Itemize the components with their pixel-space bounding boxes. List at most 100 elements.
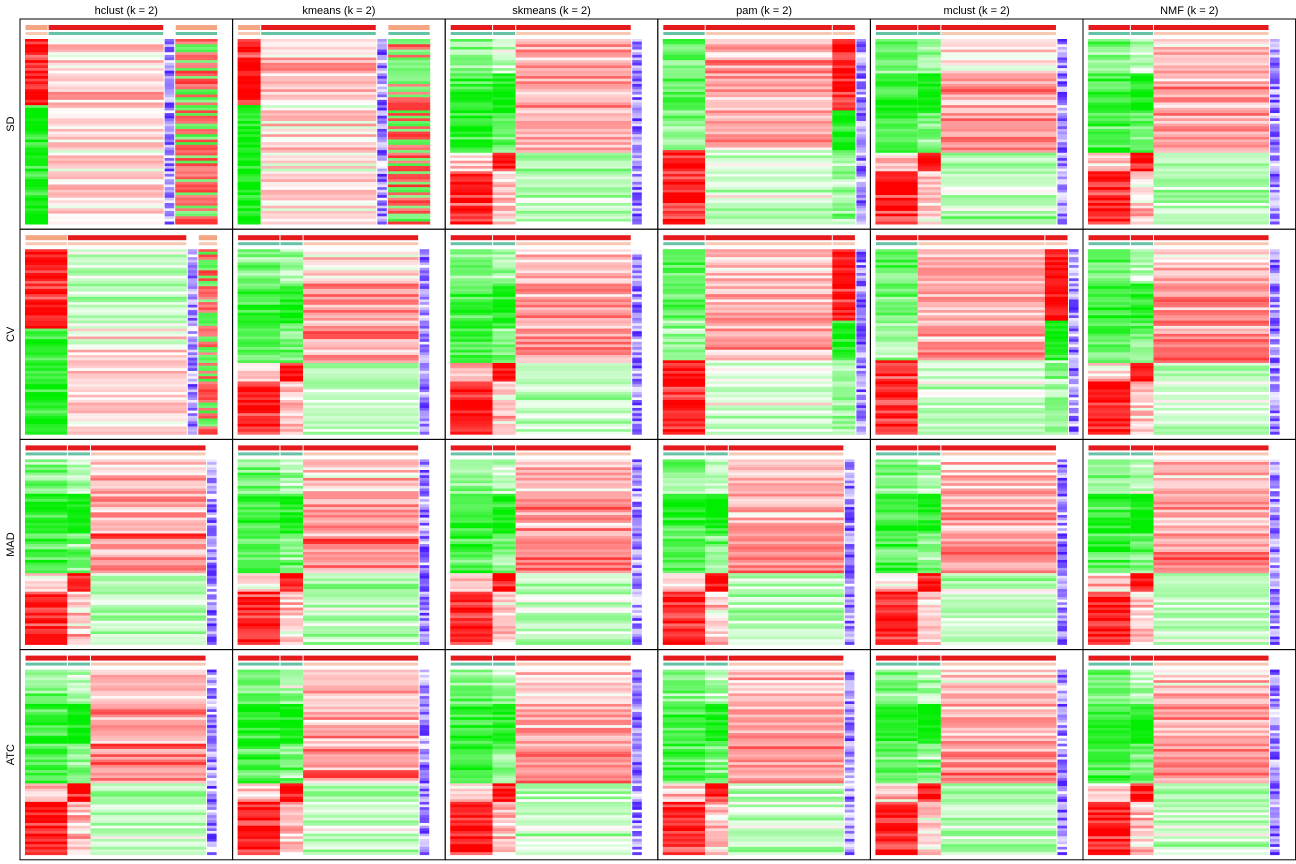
heatmap-cell [279,392,304,396]
column-title: kmeans (k = 2) [302,5,375,17]
heatmap-cell [940,195,1057,199]
row-annotation-cell [632,257,642,261]
heatmap-cell [237,496,280,500]
heatmap-cell [940,110,1057,114]
heatmap-cell [875,70,918,74]
heatmap-cell [1088,60,1131,64]
heatmap-cell [1088,357,1131,361]
heatmap-cell [1088,121,1131,124]
heatmap-cell [175,54,218,58]
heatmap-cell [90,599,207,603]
heatmap-cell [875,139,918,143]
row-annotation-cell [419,304,430,308]
heatmap-cell [260,76,377,79]
heatmap-cell [1153,259,1270,263]
heatmap-cell [492,389,516,393]
heatmap-cell [940,86,1057,90]
heatmap-cell [67,304,187,308]
heatmap-cell [940,57,1057,61]
heatmap-cell [450,610,493,614]
row-annotation-cell [1270,54,1280,58]
heatmap-cell [1088,394,1131,398]
heatmap-cell [1130,195,1154,199]
heatmap-cell [237,86,261,90]
row-annotation-cell [187,302,198,306]
heatmap-cell [450,336,493,340]
heatmap-cell [1088,168,1131,172]
heatmap-cell [917,152,941,156]
heatmap-cell [515,431,632,435]
heatmap-cell [387,165,431,169]
heatmap-cell [662,89,706,93]
heatmap-cell [515,70,632,74]
heatmap-cell [198,302,218,306]
row-annotation-cell [632,251,642,255]
row-annotation-cell [1057,44,1067,48]
heatmap-cell [917,546,941,550]
heatmap-cell [940,620,1057,624]
heatmap-cell [515,499,632,503]
heatmap-cell [705,623,729,627]
row-annotation-cell [1057,113,1067,117]
heatmap-cell [25,115,49,119]
heatmap-cell [917,552,941,555]
heatmap-cell [728,496,844,500]
row-annotation-cell [856,410,866,414]
heatmap-cell [705,501,729,505]
row-annotation-cell [377,86,387,90]
heatmap-cell [705,89,833,93]
heatmap-cell [303,347,419,351]
heatmap-cell [260,121,377,124]
row-annotation-cell [632,641,642,645]
heatmap-cell [260,126,377,130]
row-annotation-cell [419,312,430,316]
heatmap-cell [515,336,632,340]
heatmap-cell [25,310,68,313]
heatmap-cell [728,575,844,579]
heatmap-cell [662,413,706,417]
heatmap-cell [279,333,304,337]
heatmap-cell [198,278,218,282]
heatmap-cell [260,203,377,206]
row-annotation-cell [187,299,198,303]
heatmap-cell [832,341,856,345]
heatmap-cell [728,522,844,526]
heatmap-cell [237,578,280,582]
heatmap-cell [832,280,856,284]
row-annotation-cell [164,54,175,58]
heatmap-cell [662,394,706,398]
heatmap-cell [917,158,941,162]
heatmap-cell [303,583,419,587]
heatmap-cell [728,628,844,632]
heatmap-cell [387,208,431,212]
heatmap-cell [705,86,833,90]
row-annotation-cell [856,44,866,48]
row-annotation-cell [419,310,430,313]
heatmap-cell [875,267,918,271]
row-annotation-cell [1270,97,1280,101]
heatmap-cell [303,596,419,600]
heatmap-cell [515,304,632,308]
heatmap-cell [875,546,918,550]
heatmap-cell [303,429,419,433]
heatmap-cell [917,467,941,471]
row-annotation-cell [632,254,642,258]
row-annotation-cell [187,365,198,369]
heatmap-cell [237,134,261,138]
heatmap-cell [25,581,68,585]
heatmap-cell [279,639,304,643]
heatmap-cell [450,283,493,287]
heatmap-cell [492,200,516,204]
heatmap-cell [662,336,706,340]
heatmap-cell [515,514,632,518]
heatmap-cell [175,163,218,167]
heatmap-cell [875,310,918,313]
row-annotation-cell [1069,344,1079,348]
row-annotation-cell [632,567,642,571]
heatmap-cell [279,581,304,585]
heatmap-cell [279,491,304,495]
row-annotation-cell [207,604,217,608]
heatmap-cell [303,591,419,595]
heatmap-cell [662,44,706,48]
heatmap-cell [1088,286,1131,290]
